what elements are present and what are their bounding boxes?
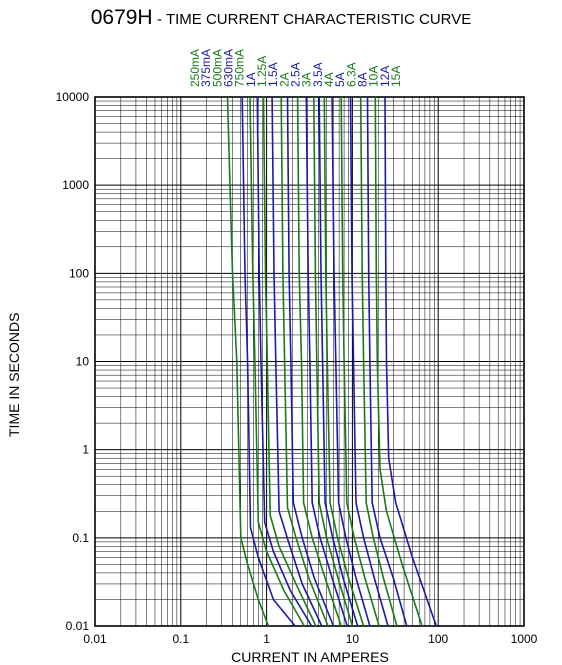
series-label: 5A <box>333 72 347 87</box>
series-label: 6.3A <box>344 62 358 87</box>
series-label: 375mA <box>199 49 213 87</box>
grid-layer <box>94 96 525 627</box>
series-label: 2A <box>277 72 291 87</box>
series-curve-6_3A <box>340 96 380 627</box>
series-curve-19 <box>384 96 438 627</box>
series-curve-750mA <box>262 96 317 627</box>
series-curve-375mA <box>241 96 296 627</box>
x-tick-label: 1 <box>263 632 270 646</box>
series-label: 750mA <box>233 49 247 87</box>
series-label: 630mA <box>222 49 236 87</box>
series-label: 15A <box>389 66 403 87</box>
series-curve-1_25A <box>280 96 329 627</box>
y-tick-label: 0.01 <box>66 619 90 633</box>
series-curve-500mA <box>249 96 305 627</box>
series-curve-10A <box>359 96 398 627</box>
series-label: 1.5A <box>266 62 280 87</box>
y-tick-label: 100 <box>69 266 89 280</box>
series-label: 8A <box>356 72 370 87</box>
series-curve-12A <box>366 96 408 627</box>
series-curve-2_5A <box>305 96 348 627</box>
x-tick-label: 0.1 <box>172 632 189 646</box>
chart-subtitle: - TIME CURRENT CHARACTERISTIC CURVE <box>157 11 472 28</box>
series-curve-630mA <box>256 96 313 627</box>
series-curve-5A <box>331 96 371 627</box>
series-label: 3A <box>300 72 314 87</box>
x-tick-label: 100 <box>428 632 448 646</box>
y-tick-label: 1000 <box>62 178 89 192</box>
y-axis-label: TIME IN SECONDS <box>6 312 22 437</box>
series-label: 4A <box>322 72 336 87</box>
x-tick-label: 10 <box>346 632 360 646</box>
series-curve-3A <box>313 96 354 627</box>
chart-title-block: 0679H - TIME CURRENT CHARACTERISTIC CURV… <box>0 6 562 30</box>
series-label: 250mA <box>188 49 202 87</box>
series-label: 2.5A <box>289 62 303 87</box>
y-tick-label: 0.1 <box>72 531 89 545</box>
series-label: 12A <box>378 66 392 87</box>
series-curve-3_5A <box>318 96 359 627</box>
ticks-layer: 0.01 0.1 1 10 100 1000 0.01 0.1 1 10 100 1000 10000 <box>56 90 538 646</box>
series-label: 1.25A <box>255 56 269 87</box>
chart-title: 0679H <box>90 6 153 29</box>
series-curve-2A <box>296 96 342 627</box>
series-label: 500mA <box>210 49 224 87</box>
series-label: 1A <box>244 72 258 87</box>
series-label: 3.5A <box>311 62 325 87</box>
series-curve-1A <box>271 96 323 627</box>
series-layer <box>226 96 438 627</box>
series-curve-15A <box>374 96 423 627</box>
plot-frame <box>94 96 525 627</box>
x-tick-label: 1000 <box>511 632 538 646</box>
series-curve-8A <box>349 96 389 627</box>
series-curve-1_5A <box>286 96 335 627</box>
x-tick-label: 0.01 <box>83 632 107 646</box>
x-axis-label: CURRENT IN AMPERES <box>231 649 389 665</box>
legend-layer: 250mA375mA500mA630mA750mA1A1.25A1.5A2A2.… <box>188 49 403 87</box>
series-curve-250mA <box>226 96 270 627</box>
y-tick-label: 10 <box>76 355 90 369</box>
y-tick-label: 10000 <box>56 90 90 104</box>
series-curve-4A <box>323 96 365 627</box>
y-tick-label: 1 <box>82 443 89 457</box>
series-label: 10A <box>367 66 381 87</box>
